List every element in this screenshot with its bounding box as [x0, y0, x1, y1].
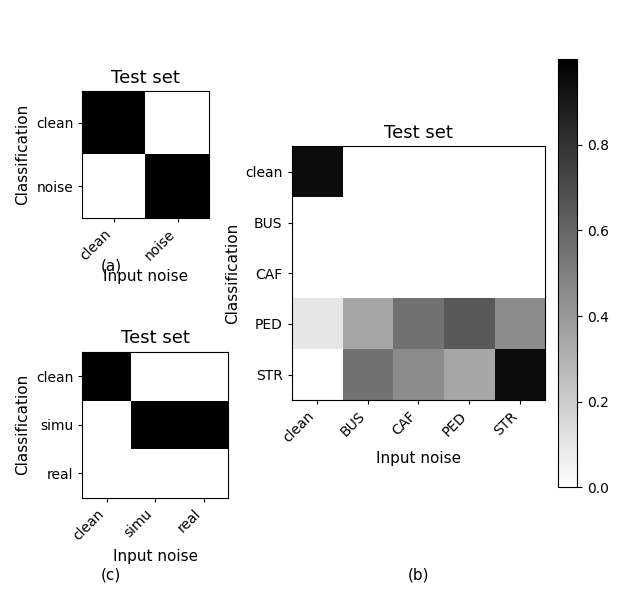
Text: (b): (b) — [408, 567, 429, 582]
Title: Test set: Test set — [121, 330, 190, 347]
Y-axis label: Classification: Classification — [15, 374, 30, 475]
Title: Test set: Test set — [384, 124, 453, 142]
Text: (a): (a) — [100, 258, 122, 273]
Y-axis label: Classification: Classification — [224, 223, 240, 324]
Y-axis label: Classification: Classification — [15, 104, 30, 205]
Text: (c): (c) — [101, 567, 121, 582]
Title: Test set: Test set — [112, 69, 180, 87]
X-axis label: Input noise: Input noise — [113, 548, 198, 564]
X-axis label: Input noise: Input noise — [376, 451, 461, 466]
X-axis label: Input noise: Input noise — [103, 268, 188, 284]
